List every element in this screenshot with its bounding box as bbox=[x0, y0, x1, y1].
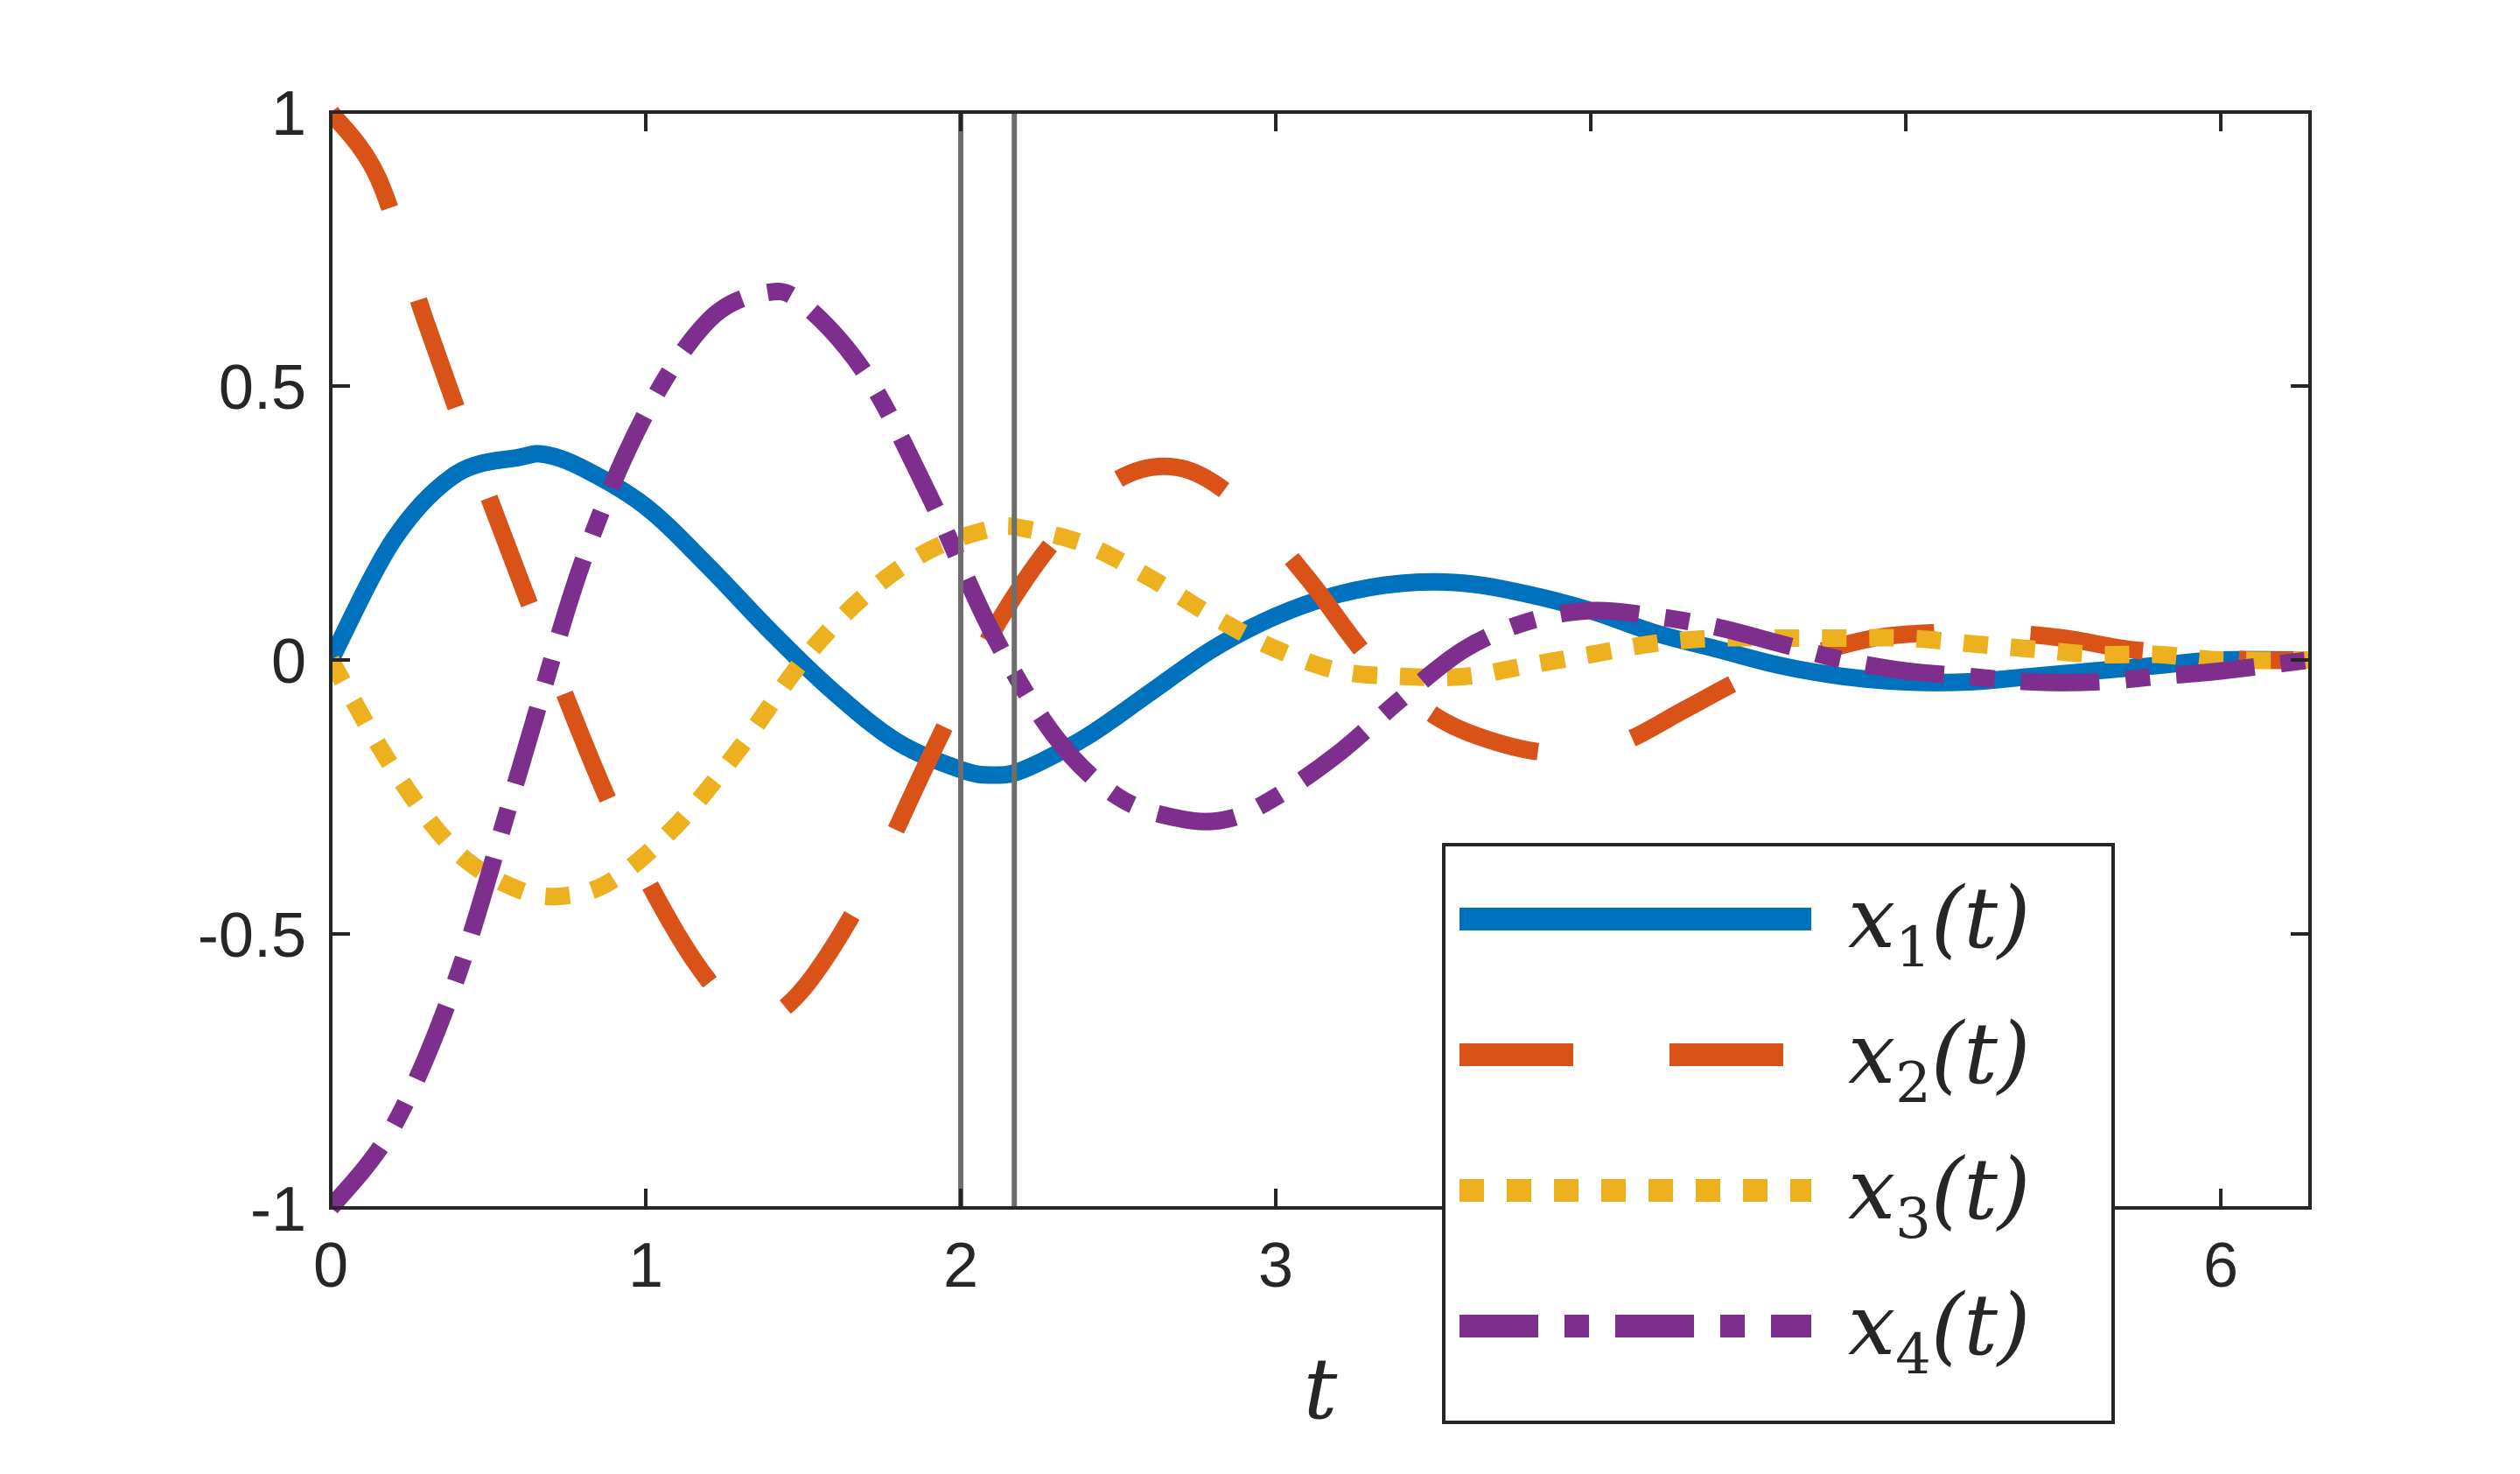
y-tick-label: -1 bbox=[250, 1175, 306, 1245]
series-lines bbox=[331, 106, 2310, 1214]
legend-label-1: x1(t) bbox=[1848, 869, 2030, 980]
y-tick-label: -0.5 bbox=[198, 901, 306, 971]
legend-label-4: x4(t) bbox=[1848, 1276, 2030, 1387]
axis-ticks: 0123456-1-0.500.51 bbox=[198, 79, 2310, 1301]
y-tick-label: 0 bbox=[271, 627, 306, 697]
y-tick-label: 0.5 bbox=[219, 353, 306, 423]
series-line-3 bbox=[331, 517, 2310, 906]
x-tick-label: 6 bbox=[2203, 1231, 2238, 1301]
y-tick-label: 1 bbox=[271, 79, 306, 149]
legend: x1(t) x2(t) x3(t) x4(t) bbox=[1442, 843, 2115, 1424]
x-tick-label: 2 bbox=[943, 1231, 978, 1301]
legend-label-2: x2(t) bbox=[1848, 1005, 2030, 1116]
x-tick-label: 3 bbox=[1258, 1231, 1293, 1301]
vertical-markers bbox=[958, 112, 1018, 1208]
x-tick-label: 0 bbox=[313, 1231, 348, 1301]
series-line-1 bbox=[331, 445, 2310, 784]
legend-label-3: x3(t) bbox=[1848, 1141, 2030, 1252]
x-axis-label: t bbox=[1304, 1340, 1338, 1438]
series-line-4 bbox=[331, 283, 2310, 1214]
x-tick-label: 1 bbox=[628, 1231, 663, 1301]
